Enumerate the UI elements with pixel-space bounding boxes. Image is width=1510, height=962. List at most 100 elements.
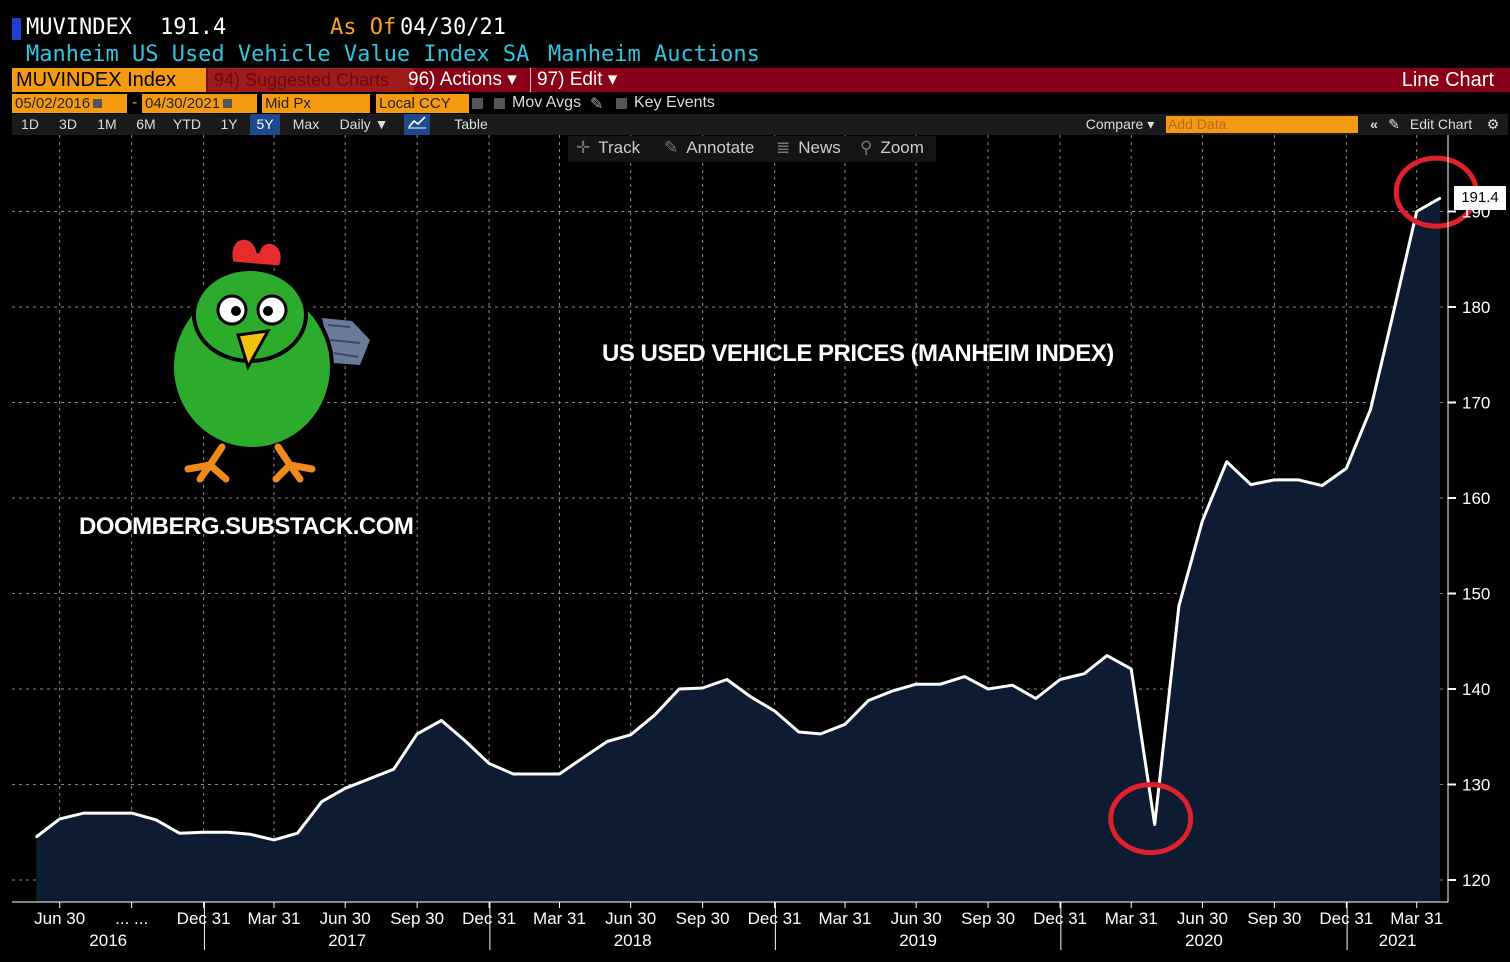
period-6m-button[interactable]: 6M: [136, 116, 156, 132]
x-tick-label: Mar 31: [1105, 909, 1158, 928]
year-label: 2016: [89, 931, 127, 950]
y-tick-label: 180: [1462, 298, 1490, 317]
data-point: [320, 800, 323, 803]
data-point: [1201, 519, 1204, 522]
table-button[interactable]: Table: [454, 116, 488, 132]
data-point: [963, 675, 966, 678]
zoom-tool[interactable]: ⚲ Zoom: [860, 138, 924, 158]
last-price: 191.4: [160, 15, 227, 40]
data-point: [534, 772, 537, 775]
period-1m-button[interactable]: 1M: [97, 116, 117, 132]
mov-avgs-checkbox[interactable]: [494, 98, 505, 109]
period-3d-button[interactable]: 3D: [59, 116, 77, 132]
security-field[interactable]: MUVINDEX Index: [12, 68, 206, 92]
year-label: 2020: [1185, 931, 1223, 950]
price-field-select[interactable]: Mid Px: [262, 94, 370, 113]
data-point: [512, 772, 515, 775]
x-tick-label: Mar 31: [248, 909, 301, 928]
year-label: 2019: [899, 931, 937, 950]
date-range-bar: 05/02/2016 - 04/30/2021 Mid Px Local CCY…: [12, 93, 1510, 115]
data-point: [1321, 484, 1324, 487]
chart-overlay-credit: DOOMBERG.SUBSTACK.COM: [79, 513, 414, 540]
add-data-input[interactable]: Add Data: [1166, 116, 1358, 133]
key-events-checkbox[interactable]: [616, 98, 627, 109]
start-date-field[interactable]: 05/02/2016: [12, 94, 127, 113]
data-point: [82, 812, 85, 815]
x-axis: Jun 30 ... ... Dec 31 Mar 31 Jun 30 Sep 30 Dec…: [12, 901, 1448, 950]
data-point: [939, 683, 942, 686]
data-point: [867, 699, 870, 702]
data-point: [58, 817, 61, 820]
pencil-icon: ✎: [664, 138, 679, 157]
x-tick-label: Dec 31: [1033, 909, 1087, 928]
period-ytd-button[interactable]: YTD: [173, 116, 201, 132]
end-date-field[interactable]: 04/30/2021: [142, 94, 257, 113]
calendar-icon[interactable]: [93, 99, 103, 108]
line-chart-icon[interactable]: [404, 114, 430, 135]
zoom-label: Zoom: [880, 138, 924, 157]
magnifier-icon: ⚲: [860, 138, 873, 157]
data-point: [1177, 604, 1180, 607]
key-events-label[interactable]: Key Events: [634, 94, 715, 111]
x-tick-label: Jun 30: [605, 909, 656, 928]
period-1y-button[interactable]: 1Y: [220, 116, 238, 132]
data-point: [392, 768, 395, 771]
data-point: [1225, 460, 1228, 463]
highlight-circle: [1108, 782, 1194, 856]
start-date-value: 05/02/2016: [15, 95, 91, 112]
x-tick-label: Sep 30: [961, 909, 1015, 928]
header-marker: [12, 18, 21, 40]
annotate-tool[interactable]: ✎ Annotate: [664, 138, 754, 158]
data-point: [1083, 672, 1086, 675]
data-point: [154, 818, 157, 821]
frequency-select[interactable]: Daily ▼: [339, 116, 389, 132]
track-label: Track: [598, 138, 641, 157]
data-point: [1297, 478, 1300, 481]
data-point: [463, 739, 466, 742]
x-tick-label: Mar 31: [533, 909, 586, 928]
actions-menu[interactable]: 96) Actions ▾: [408, 69, 517, 90]
data-point: [797, 730, 800, 733]
edit-menu[interactable]: 97) Edit ▾: [530, 68, 627, 92]
data-point: [488, 762, 491, 765]
ticker-symbol[interactable]: MUVINDEX: [26, 15, 132, 40]
x-tick-label: Mar 31: [1390, 909, 1443, 928]
period-1d-button[interactable]: 1D: [21, 116, 39, 132]
data-point: [226, 831, 229, 834]
compare-menu[interactable]: Compare ▾: [1085, 116, 1155, 132]
edit-chart-icon[interactable]: ✎: [1388, 116, 1400, 132]
chart-type-label[interactable]: Line Chart: [1401, 69, 1494, 91]
collapse-icon[interactable]: «: [1370, 116, 1378, 132]
x-tick-label: ... ...: [115, 909, 148, 928]
chart-tools: ✛ Track ✎ Annotate ≣ News ⚲ Zoom: [568, 136, 936, 162]
y-tick-label: 130: [1462, 776, 1490, 795]
settings-gear-icon[interactable]: ⚙: [1486, 116, 1500, 132]
data-point: [915, 683, 918, 686]
currency-select[interactable]: Local CCY: [376, 94, 469, 113]
x-tick-label: Sep 30: [390, 909, 444, 928]
mascot-chicken-icon: [170, 236, 370, 483]
news-tool[interactable]: ≣ News: [776, 138, 841, 158]
calendar-icon[interactable]: [223, 99, 233, 108]
period-max-button[interactable]: Max: [292, 116, 320, 132]
chart-overlay-title: US USED VEHICLE PRICES (MANHEIM INDEX): [602, 340, 1114, 367]
data-point: [368, 777, 371, 780]
data-point: [344, 787, 347, 790]
period-5y-button[interactable]: 5Y: [250, 114, 280, 135]
series-line: [35, 196, 1441, 842]
data-point: [1034, 697, 1037, 700]
x-tick-label: Jun 30: [891, 909, 942, 928]
y-tick-label: 120: [1462, 871, 1490, 890]
data-point: [440, 719, 443, 722]
currency-dropdown-icon[interactable]: [472, 98, 483, 109]
mov-avgs-label[interactable]: Mov Avgs: [512, 94, 582, 111]
data-point: [1345, 467, 1348, 470]
edit-chart-button[interactable]: Edit Chart: [1409, 116, 1473, 132]
pencil-icon[interactable]: ✎: [590, 96, 604, 113]
suggested-charts-button[interactable]: 94) Suggested Charts: [208, 68, 414, 92]
series-area: [36, 198, 1441, 903]
track-tool[interactable]: ✛ Track: [576, 138, 640, 158]
crosshair-icon: ✛: [576, 138, 591, 157]
